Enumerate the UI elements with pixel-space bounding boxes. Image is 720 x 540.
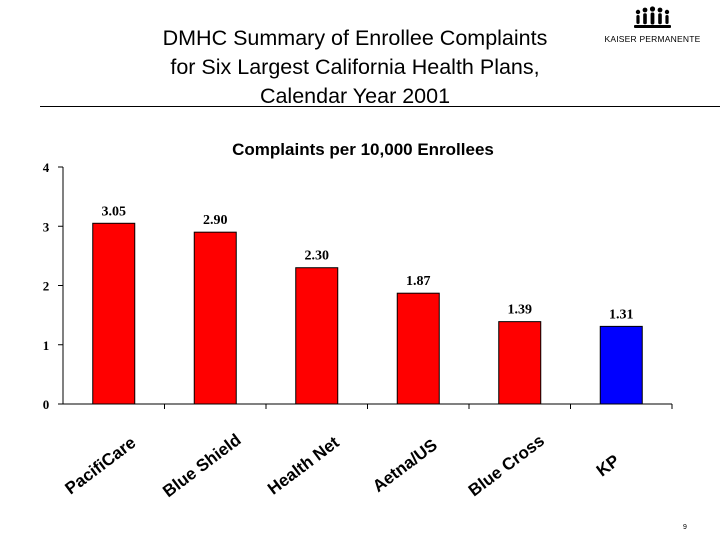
bar-value-label: 1.87	[406, 274, 431, 289]
bar-value-label: 2.90	[203, 213, 228, 228]
bar-blue-cross	[498, 321, 542, 405]
logo-figures-icon	[634, 6, 671, 28]
title-line-1: DMHC Summary of Enrollee Complaints	[162, 26, 548, 50]
bar-health-net	[295, 267, 339, 405]
category-label: Blue Shield	[159, 430, 244, 501]
bar-value-label: 1.39	[508, 303, 533, 318]
bar-value-label: 1.31	[609, 307, 634, 322]
y-tick-label: 1	[43, 338, 50, 353]
category-label: Blue Cross	[465, 431, 548, 500]
y-tick-label: 3	[43, 219, 50, 234]
bar-value-label: 3.05	[102, 204, 127, 219]
slide-title: DMHC Summary of Enrollee Complaints for …	[100, 24, 610, 111]
category-label: PacifiCare	[62, 433, 140, 498]
chart-title: Complaints per 10,000 Enrollees	[232, 140, 494, 159]
title-divider	[40, 106, 720, 107]
bar-blue-shield	[193, 231, 237, 405]
y-tick-label: 0	[43, 397, 50, 412]
category-label: KP	[593, 451, 623, 480]
y-tick-label: 2	[43, 279, 50, 294]
bar-pacificare	[92, 222, 136, 405]
title-line-3: Calendar Year 2001	[259, 84, 451, 108]
logo-text: KAISER PERMANENTE	[604, 34, 701, 44]
y-tick-label: 4	[43, 160, 50, 175]
title-line-2: for Six Largest California Health Plans,	[170, 55, 540, 79]
bar-value-label: 2.30	[305, 249, 330, 264]
bar-aetna-us	[396, 292, 440, 405]
category-label: Aetna/US	[369, 435, 441, 496]
page-number: 9	[683, 524, 687, 531]
kaiser-permanente-logo: KAISER PERMANENTE	[590, 6, 715, 46]
bar-kp	[599, 325, 643, 405]
category-label: Health Net	[264, 433, 343, 499]
